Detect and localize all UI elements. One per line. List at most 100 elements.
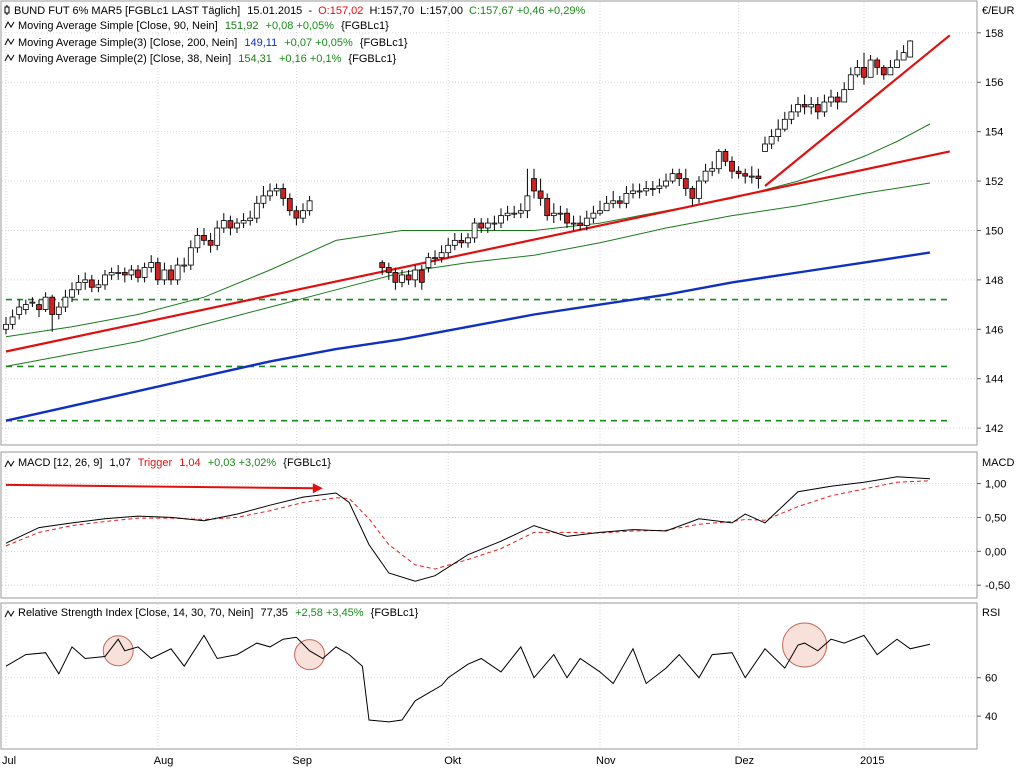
- macd-series[interactable]: [5, 476, 931, 582]
- candle-body: [781, 118, 788, 130]
- candle-body: [438, 252, 445, 259]
- macd-value: 1,07: [109, 457, 130, 469]
- candle-body: [267, 190, 273, 197]
- candle-body: [432, 257, 438, 260]
- candle-body: [755, 175, 762, 179]
- trigger-line: [5, 480, 931, 570]
- ma38-suffix: {FGBLc1}: [348, 53, 396, 65]
- svg-text:Relative Strength Index [Close: Relative Strength Index [Close, 14, 30, …: [18, 607, 419, 619]
- line-icon: [4, 53, 15, 62]
- price-y-tick-label: 142: [985, 423, 1003, 435]
- candle-body: [128, 269, 135, 276]
- candle-body: [583, 217, 590, 226]
- highlight-circle: [294, 639, 326, 671]
- svg-text:Moving Average Simple(2) [Clos: Moving Average Simple(2) [Close, 38, Nei…: [18, 53, 396, 65]
- candle-body: [280, 188, 287, 199]
- candle-body: [867, 59, 874, 78]
- line-icon: [4, 459, 15, 468]
- ma38-name: Moving Average Simple(2) [Close, 38, Nei…: [18, 53, 231, 65]
- candlestick-series[interactable]: [3, 40, 914, 335]
- candle-body: [544, 197, 551, 217]
- candle-body: [491, 222, 498, 225]
- candle-body: [537, 190, 544, 199]
- grid-lines: [2, 2, 977, 748]
- candle-body: [49, 296, 56, 315]
- candle-body: [484, 222, 491, 229]
- candle-body: [115, 272, 122, 274]
- candle-body: [227, 220, 234, 229]
- candle-body: [385, 267, 392, 273]
- candle-body: [861, 67, 867, 78]
- line-icon: [4, 20, 15, 29]
- candle-body: [62, 296, 69, 308]
- candle-body: [9, 316, 16, 325]
- candle-body: [102, 274, 108, 286]
- candle-body: [405, 274, 412, 281]
- candle-body: [412, 269, 419, 281]
- rsi-axis-title: RSI: [982, 607, 1000, 619]
- candle-body: [95, 284, 102, 288]
- ma200-name: Moving Average Simple(3) [Close, 200, Ne…: [18, 37, 237, 49]
- rsi-series[interactable]: [5, 622, 931, 723]
- candle-body: [524, 195, 531, 212]
- rsi-suffix: {FGBLc1}: [371, 607, 419, 619]
- candle-body: [663, 180, 669, 187]
- short-trendline: [764, 34, 951, 187]
- ma90-change: +0,08 +0,05%: [266, 20, 335, 32]
- candle-body: [234, 222, 240, 229]
- line-icon: [4, 37, 15, 46]
- candle-body: [847, 74, 854, 91]
- candlestick-icon: [4, 5, 10, 15]
- candle-body: [16, 306, 23, 315]
- candle-body: [293, 210, 300, 219]
- candle-body: [504, 212, 511, 217]
- candle-body: [788, 111, 795, 120]
- candle-body: [108, 272, 115, 276]
- candle-body: [742, 173, 749, 177]
- candle-body: [775, 128, 782, 137]
- candle-body: [828, 96, 834, 103]
- candle-body: [69, 289, 75, 298]
- macd-name: MACD [12, 26, 9]: [18, 457, 102, 469]
- candle-body: [201, 235, 207, 241]
- ma-2-line: [5, 182, 931, 367]
- ma-200-line: [5, 251, 931, 422]
- candle-body: [834, 96, 841, 103]
- arrow-head-icon: [312, 483, 323, 494]
- candle-body: [682, 178, 689, 189]
- price-legend: BUND FUT 6% MAR5 [FGBLc1 LAST Täglich] 1…: [4, 5, 585, 65]
- candle-body: [88, 279, 95, 288]
- candle-body: [623, 193, 630, 204]
- candle-body: [141, 267, 148, 278]
- candle-body: [498, 215, 504, 224]
- axis-labels: Jul Aug Sep Okt Nov Dez 2015 142 144 146 148 150 152…: [2, 28, 1010, 767]
- legend-low: L:157,00: [420, 5, 463, 17]
- candle-body: [689, 188, 696, 199]
- candle-body: [722, 151, 729, 162]
- candle-body: [821, 101, 828, 113]
- candle-body: [590, 212, 597, 219]
- candle-body: [379, 262, 386, 268]
- candle-body: [676, 173, 683, 179]
- price-y-tick-label: 144: [985, 374, 1003, 386]
- candle-body: [135, 269, 141, 278]
- ma38-change: +0,16 +0,1%: [279, 53, 342, 65]
- candle-body: [894, 59, 900, 68]
- candle-body: [181, 264, 188, 267]
- ma-90-line: [5, 123, 931, 338]
- candle-body: [735, 170, 742, 175]
- price-y-tick-label: 158: [985, 28, 1003, 40]
- macd-y-tick-label: -0,50: [985, 580, 1010, 592]
- svg-text:MACD [12, 26, 9] 1,07: MACD [12, 26, 9] 1,07 Trigger 1,04 +0,03…: [18, 457, 331, 469]
- long-trendline: [5, 150, 951, 353]
- candle-body: [610, 200, 617, 204]
- candle-body: [75, 281, 82, 291]
- x-tick-label: Aug: [154, 755, 174, 767]
- panel-frames: [0, 0, 978, 750]
- candle-body: [240, 220, 247, 224]
- candle-body: [174, 264, 181, 281]
- candle-body: [517, 210, 524, 214]
- candle-body: [729, 160, 735, 172]
- candle-body: [194, 235, 201, 249]
